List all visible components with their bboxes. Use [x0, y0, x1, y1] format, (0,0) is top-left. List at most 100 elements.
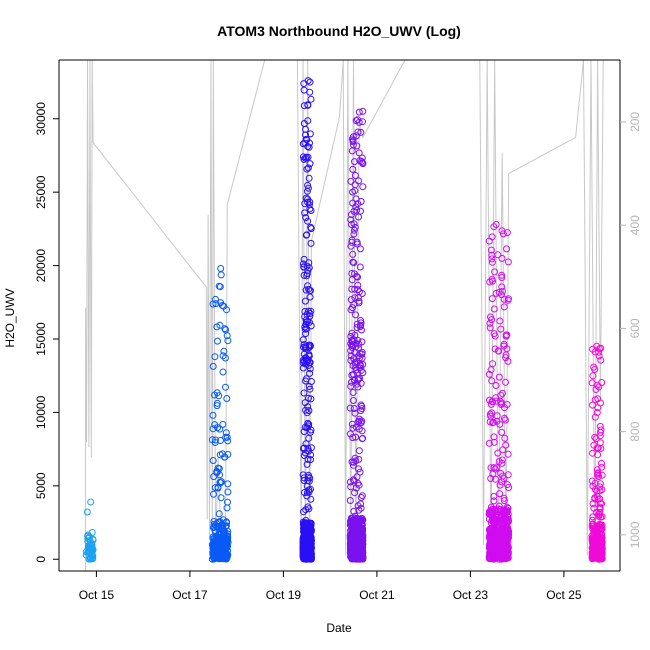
- data-point: [488, 295, 496, 303]
- data-point: [359, 434, 367, 442]
- x-tick-label: Oct 25: [546, 588, 582, 602]
- data-point: [302, 440, 310, 448]
- data-point: [223, 306, 230, 314]
- y-axis-label: H2O_UWV: [3, 288, 17, 347]
- data-point: [300, 80, 308, 88]
- data-point: [358, 492, 366, 500]
- data-point: [304, 217, 312, 225]
- data-point: [502, 441, 510, 449]
- data-point: [219, 420, 227, 428]
- data-point: [83, 508, 91, 516]
- data-point: [211, 484, 219, 492]
- data-point: [222, 383, 229, 391]
- data-point: [219, 540, 227, 548]
- data-point: [216, 555, 224, 563]
- data-point: [357, 407, 365, 415]
- y2-tick-label: 1000: [628, 521, 642, 548]
- data-point: [496, 490, 504, 498]
- data-point: [305, 434, 313, 442]
- data-point: [307, 95, 315, 103]
- x-axis-label: Date: [326, 621, 352, 635]
- data-point: [212, 300, 220, 308]
- data-point: [355, 447, 363, 455]
- data-point: [210, 543, 218, 551]
- y2-tick-label: 400: [628, 215, 642, 235]
- data-point: [299, 336, 307, 344]
- data-point: [86, 533, 93, 541]
- data-point: [215, 510, 223, 518]
- data-point: [598, 459, 605, 467]
- y-tick-label: 25000: [34, 175, 48, 209]
- y-tick-label: 15000: [34, 322, 48, 356]
- data-point: [500, 303, 508, 311]
- data-point: [224, 551, 232, 559]
- data-point: [224, 533, 232, 541]
- data-point: [217, 265, 225, 272]
- data-point: [504, 450, 512, 458]
- data-point: [89, 546, 97, 554]
- data-point: [589, 372, 597, 380]
- x-tick-label: Oct 15: [79, 588, 115, 602]
- data-point: [306, 78, 314, 86]
- x-tick-label: Oct 19: [266, 588, 302, 602]
- data-point: [221, 325, 229, 333]
- data-point: [210, 490, 217, 498]
- data-point: [300, 389, 308, 397]
- data-point: [220, 347, 228, 355]
- data-point: [223, 504, 231, 512]
- data-point: [306, 160, 314, 168]
- data-point: [355, 108, 363, 116]
- data-point: [214, 484, 222, 492]
- data-point: [222, 522, 230, 530]
- y-tick-label: 0: [34, 556, 48, 563]
- data-point: [224, 498, 231, 506]
- data-point: [359, 183, 367, 191]
- data-point: [221, 354, 229, 362]
- data-point: [224, 488, 232, 496]
- data-point: [88, 543, 96, 551]
- data-point: [209, 551, 217, 559]
- data-point: [306, 369, 314, 377]
- data-point: [87, 498, 95, 506]
- data-point: [224, 437, 232, 445]
- data-point: [217, 478, 225, 486]
- data-point: [84, 544, 92, 552]
- data-point: [305, 407, 313, 415]
- data-point: [302, 214, 310, 222]
- data-point: [215, 392, 223, 400]
- data-point: [209, 362, 217, 370]
- data-point: [306, 385, 314, 393]
- data-point: [307, 239, 315, 247]
- data-point: [307, 207, 315, 214]
- y2-tick-label: 200: [628, 112, 642, 132]
- data-point: [306, 205, 314, 213]
- data-point: [213, 402, 221, 410]
- data-point: [222, 429, 230, 437]
- data-point: [222, 433, 230, 441]
- y-tick-label: 30000: [34, 102, 48, 136]
- data-point: [211, 353, 219, 361]
- x-tick-label: Oct 23: [453, 588, 489, 602]
- data-point: [215, 540, 223, 548]
- data-point: [213, 467, 221, 475]
- data-point: [209, 411, 217, 419]
- data-point: [306, 293, 314, 301]
- data-point: [211, 421, 219, 429]
- data-point: [221, 534, 229, 542]
- data-point: [209, 425, 217, 433]
- chart-title: ATOM3 Northbound H2O_UWV (Log): [217, 23, 461, 39]
- data-point: [485, 237, 493, 245]
- plot-area: 0 5000 10000 15000 20000 25000 30000 Oct 15 Oct …: [34, 59, 642, 602]
- y2-tick-label: 600: [628, 318, 642, 338]
- data-point: [219, 368, 227, 376]
- data-point: [224, 337, 232, 345]
- data-point: [224, 480, 232, 488]
- data-point: [223, 395, 231, 402]
- y-tick-label: 10000: [34, 395, 48, 429]
- x-tick-label: Oct 21: [359, 588, 395, 602]
- data-point: [218, 450, 226, 458]
- data-point: [214, 536, 222, 544]
- data-point: [596, 422, 604, 430]
- x-tick-label: Oct 17: [172, 588, 208, 602]
- data-point: [347, 382, 355, 390]
